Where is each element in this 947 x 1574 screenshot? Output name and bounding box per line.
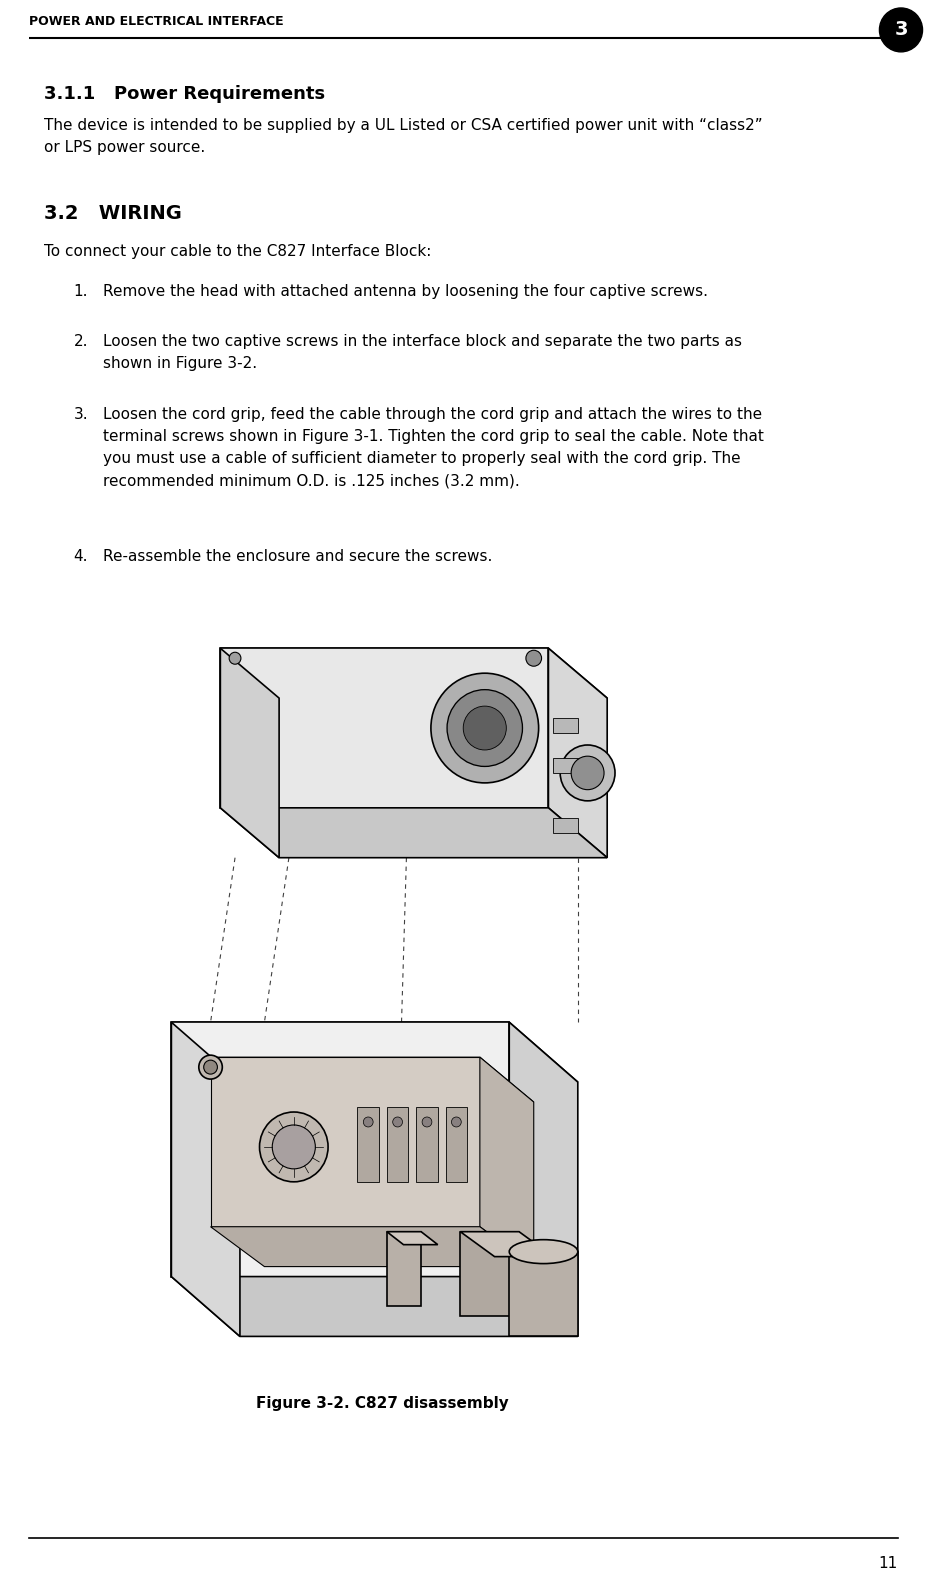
Polygon shape [553, 718, 578, 733]
Polygon shape [171, 1022, 578, 1081]
Text: POWER AND ELECTRICAL INTERFACE: POWER AND ELECTRICAL INTERFACE [29, 14, 284, 28]
Polygon shape [357, 1107, 379, 1182]
Circle shape [199, 1055, 223, 1080]
Polygon shape [386, 1107, 408, 1182]
Circle shape [229, 652, 241, 664]
Text: 11: 11 [879, 1555, 898, 1571]
Polygon shape [221, 807, 607, 858]
Circle shape [526, 650, 542, 666]
Circle shape [364, 1118, 373, 1127]
Polygon shape [446, 1107, 467, 1182]
Text: 3.2   WIRING: 3.2 WIRING [45, 205, 182, 224]
Circle shape [561, 745, 615, 801]
Polygon shape [221, 648, 548, 807]
Text: Figure 3-2. C827 disassembly: Figure 3-2. C827 disassembly [256, 1396, 509, 1412]
Circle shape [431, 674, 539, 782]
Polygon shape [553, 818, 578, 833]
Polygon shape [548, 648, 607, 858]
Polygon shape [480, 1058, 534, 1267]
Circle shape [447, 689, 523, 767]
Polygon shape [210, 1058, 480, 1226]
Polygon shape [221, 648, 607, 699]
Circle shape [880, 8, 922, 52]
Text: Loosen the two captive screws in the interface block and separate the two parts : Loosen the two captive screws in the int… [103, 334, 742, 371]
Text: The device is intended to be supplied by a UL Listed or CSA certified power unit: The device is intended to be supplied by… [45, 118, 762, 154]
Circle shape [259, 1111, 328, 1182]
Text: Loosen the cord grip, feed the cable through the cord grip and attach the wires : Loosen the cord grip, feed the cable thr… [103, 408, 763, 488]
Circle shape [204, 1061, 218, 1073]
Ellipse shape [509, 1240, 578, 1264]
Polygon shape [386, 1232, 421, 1306]
Text: Re-assemble the enclosure and secure the screws.: Re-assemble the enclosure and secure the… [103, 548, 492, 563]
Polygon shape [171, 1022, 240, 1336]
Text: 1.: 1. [74, 285, 88, 299]
Circle shape [463, 707, 507, 749]
Polygon shape [417, 1107, 438, 1182]
Text: 3.: 3. [74, 408, 88, 422]
Circle shape [272, 1125, 315, 1169]
Circle shape [393, 1118, 402, 1127]
Text: To connect your cable to the C827 Interface Block:: To connect your cable to the C827 Interf… [45, 244, 432, 260]
Polygon shape [553, 759, 578, 773]
Polygon shape [460, 1232, 553, 1256]
Circle shape [422, 1118, 432, 1127]
Polygon shape [509, 1022, 578, 1336]
Text: Remove the head with attached antenna by loosening the four captive screws.: Remove the head with attached antenna by… [103, 285, 707, 299]
Text: 3.1.1   Power Requirements: 3.1.1 Power Requirements [45, 85, 325, 102]
Polygon shape [210, 1058, 534, 1102]
Text: 3: 3 [894, 20, 908, 39]
Polygon shape [171, 1277, 578, 1336]
Text: 4.: 4. [74, 548, 88, 563]
Polygon shape [386, 1232, 438, 1245]
Polygon shape [460, 1232, 519, 1316]
Circle shape [571, 756, 604, 790]
Polygon shape [210, 1226, 534, 1267]
Polygon shape [171, 1022, 509, 1277]
Polygon shape [221, 648, 279, 858]
Circle shape [452, 1118, 461, 1127]
Text: 2.: 2. [74, 334, 88, 349]
Polygon shape [509, 1251, 578, 1336]
